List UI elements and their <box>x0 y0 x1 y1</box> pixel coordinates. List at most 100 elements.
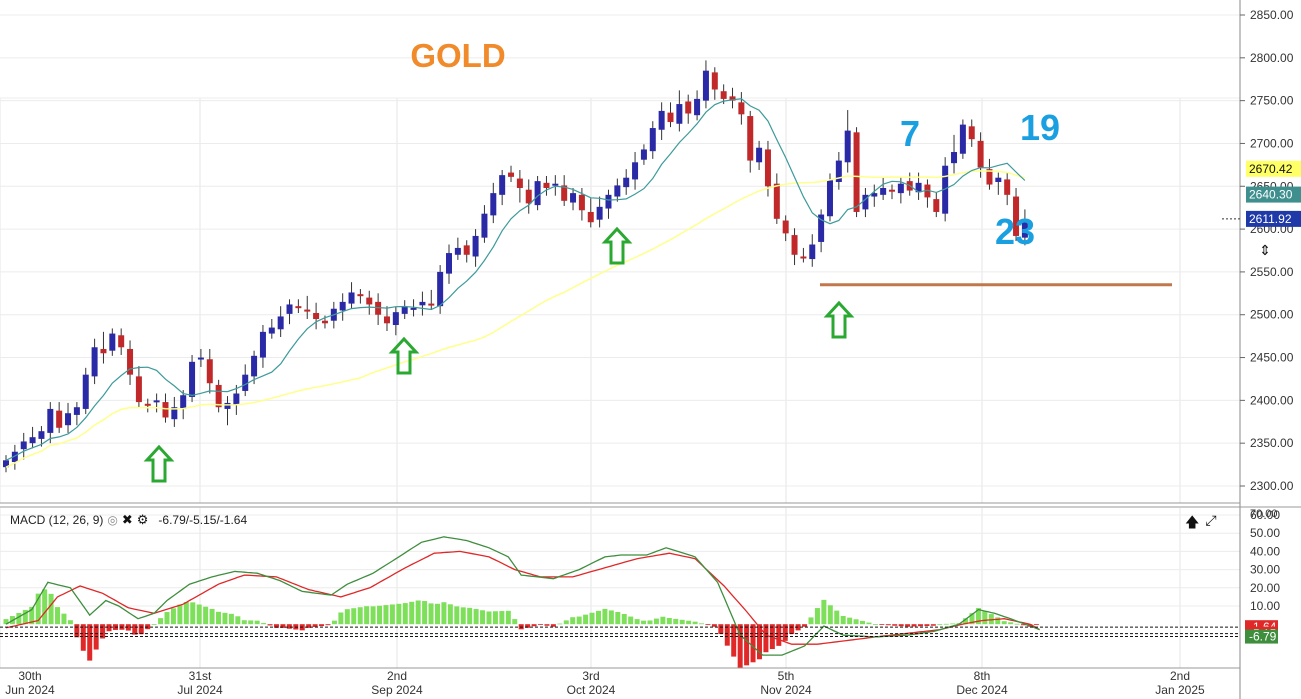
candle-body <box>853 132 860 212</box>
candle-body <box>667 112 674 123</box>
macd-histogram-bar <box>634 619 640 625</box>
candle-body <box>614 185 621 197</box>
candle-body <box>871 193 878 197</box>
candle-body <box>357 294 364 297</box>
macd-histogram-bar <box>802 624 808 627</box>
candle-body <box>437 271 444 307</box>
macd-histogram-bar <box>280 624 286 628</box>
macd-histogram-bar <box>763 624 769 653</box>
candle-body <box>366 297 373 305</box>
price-label-bg <box>1246 160 1301 177</box>
macd-histogram-bar <box>905 624 911 627</box>
close-icon[interactable]: ✖ <box>121 512 133 527</box>
price-label: 2640.30 <box>1249 188 1293 202</box>
macd-grid <box>0 508 1240 668</box>
macd-histogram-bar <box>344 609 350 625</box>
macd-y-tick-label: 60.00 <box>1250 508 1280 522</box>
candle-body <box>446 253 452 274</box>
macd-histogram-bar <box>3 619 9 625</box>
candle-body <box>304 309 311 312</box>
macd-histogram-bar <box>422 601 428 625</box>
macd-histogram-bar <box>892 624 898 626</box>
macd-histogram-bar <box>267 624 273 626</box>
macd-histogram-bar <box>930 624 936 626</box>
candle-body <box>897 183 904 194</box>
chart-title: GOLD <box>410 37 505 74</box>
macd-histogram-bar <box>177 604 183 625</box>
candle-body <box>951 152 958 164</box>
y-tick-label: 2850.00 <box>1250 8 1294 22</box>
up-arrow-icon <box>388 336 420 375</box>
up-arrow-icon <box>601 226 633 265</box>
macd-histogram-bar <box>106 624 112 632</box>
candle-body <box>623 177 630 188</box>
macd-histogram-bar <box>61 613 67 625</box>
candle-body <box>605 194 612 209</box>
candle-body <box>658 110 665 130</box>
macd-histogram-bar <box>821 599 827 625</box>
price-plot <box>3 60 1240 473</box>
macd-histogram-bar <box>808 617 814 625</box>
macd-histogram-bar <box>351 608 357 625</box>
candle-body <box>1021 219 1028 238</box>
x-tick-month: Jun 2024 <box>5 683 55 697</box>
ma-fast-line <box>5 98 1026 461</box>
candle-body <box>782 220 789 234</box>
candle-body <box>561 185 568 201</box>
x-tick-month: Nov 2024 <box>760 683 812 697</box>
gear-icon[interactable]: ⚙ <box>136 512 149 527</box>
macd-histogram-bar <box>950 623 956 625</box>
macd-histogram-bar <box>756 624 762 660</box>
macd-histogram-bar <box>840 615 846 625</box>
macd-histogram-bar <box>679 619 685 625</box>
macd-histogram-bar <box>454 606 460 625</box>
candle-body <box>109 333 116 351</box>
macd-histogram-bar <box>660 616 666 625</box>
candle-body <box>773 183 780 219</box>
arrow-up-icon[interactable]: 🡅 <box>1185 514 1200 530</box>
candle-body <box>490 193 497 216</box>
candle-body <box>286 304 293 314</box>
macd-histogram-bar <box>364 606 370 625</box>
y-tick-label: 2300.00 <box>1250 479 1294 493</box>
scale-toggle-icon[interactable]: ⇕ <box>1257 238 1273 262</box>
candle-body <box>268 327 275 334</box>
candle-body <box>649 128 656 152</box>
macd-value-label: -6.79 <box>1249 630 1277 644</box>
annotations: GOLD 7 19 23 <box>143 37 1172 483</box>
candle-body <box>135 376 142 403</box>
macd-histogram-bar <box>100 624 106 639</box>
macd-histogram-bar <box>80 624 86 651</box>
macd-histogram-bar <box>48 593 54 625</box>
eye-icon[interactable]: ◎ <box>107 513 118 527</box>
candle-body <box>3 460 9 468</box>
macd-histogram-bar <box>409 601 415 625</box>
macd-histogram-bar <box>879 624 885 625</box>
macd-histogram-bar <box>389 604 395 625</box>
macd-y-tick-label: 20.00 <box>1250 581 1280 595</box>
macd-histogram-bar <box>29 606 35 625</box>
macd-histogram-bar <box>325 624 331 626</box>
macd-histogram-bar <box>74 624 80 638</box>
candle-body <box>375 301 382 315</box>
macd-histogram-bar <box>583 614 589 625</box>
macd-histogram-bar <box>415 600 421 625</box>
macd-header: MACD (12, 26, 9) ◎ ✖ ⚙ -6.79/-5.15/-1.64 <box>10 513 247 527</box>
candle-body <box>756 147 763 163</box>
macd-histogram-bar <box>254 620 260 625</box>
price-label-bg <box>1246 210 1301 227</box>
macd-histogram-bar <box>467 607 473 625</box>
candle-body <box>862 194 869 210</box>
candle-body <box>215 384 222 408</box>
macd-y-tick-label: 30.00 <box>1250 563 1280 577</box>
candle-body <box>968 126 975 140</box>
macd-histogram-bar <box>447 604 453 625</box>
expand-icon[interactable]: ⤢ <box>1205 512 1217 528</box>
candle-body <box>348 292 355 304</box>
candle-body <box>233 393 240 405</box>
macd-histogram-bar <box>737 624 743 668</box>
macd-histogram-bar <box>834 610 840 625</box>
macd-histogram-bar <box>222 612 228 625</box>
candle-body <box>392 312 399 326</box>
candle-body <box>596 206 603 220</box>
